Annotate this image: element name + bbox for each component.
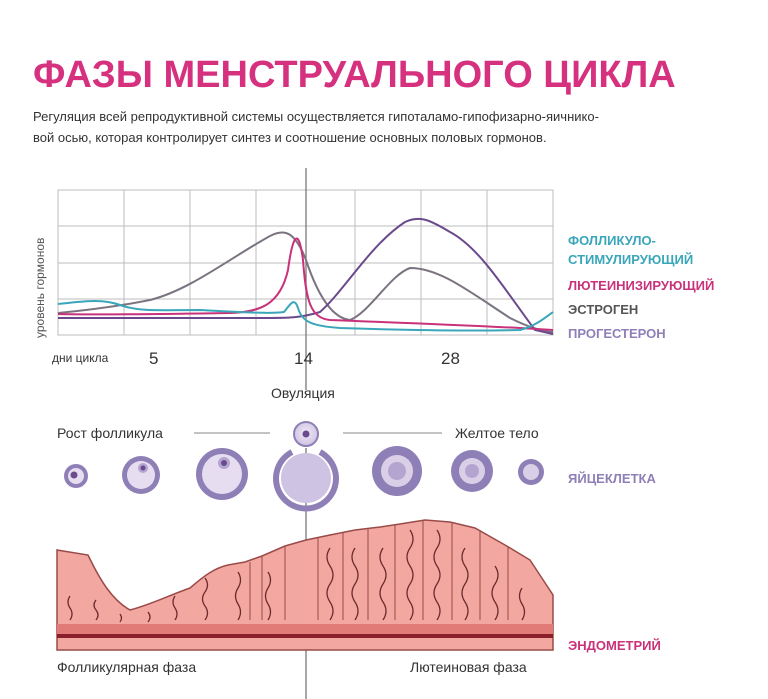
page-title: ФАЗЫ МЕНСТРУАЛЬНОГО ЦИКЛА — [33, 54, 676, 96]
legend-fsh-line1: ФОЛЛИКУЛО- — [568, 233, 656, 248]
egg-development-row — [64, 446, 544, 512]
legend-lh: ЛЮТЕИНИЗИРУЮЩИЙ — [568, 278, 714, 293]
x-axis-label: дни цикла — [52, 351, 109, 365]
uterine-glands — [67, 529, 526, 623]
follicle-stage-3 — [196, 448, 248, 500]
x-tick-label-28: 28 — [441, 349, 460, 368]
endometrium-tissue — [56, 519, 554, 651]
ovulation-label: Овуляция — [271, 385, 335, 401]
subtitle-line-1: Регуляция всей репродуктивной системы ос… — [33, 109, 599, 124]
endometrium-illustration — [56, 519, 554, 651]
luteal-phase-label: Лютеиновая фаза — [410, 659, 527, 675]
tissue-folds — [249, 520, 509, 620]
series-line-lh — [57, 237, 554, 331]
follicle-growth-label: Рост фолликула — [57, 425, 163, 441]
y-axis-label: уровень гормонов — [33, 238, 47, 338]
follicular-phase-label: Фолликулярная фаза — [57, 659, 196, 675]
series-line-estrogen — [57, 231, 554, 333]
x-tick-label-5: 5 — [149, 349, 158, 368]
series-line-progesterone — [58, 217, 554, 335]
follicle-stage-4-ruptured — [273, 449, 339, 512]
endometrium-label: ЭНДОМЕТРИЙ — [568, 638, 661, 653]
endometrium-basal-layer — [57, 624, 553, 634]
corpus-luteum-stage-3 — [518, 459, 544, 485]
legend-estrogen: ЭСТРОГЕН — [568, 302, 638, 317]
legend-fsh-line2: СТИМУЛИРУЮЩИЙ — [568, 252, 693, 267]
egg-label: ЯЙЦЕКЛЕТКА — [568, 471, 656, 486]
follicle-stage-2 — [122, 456, 160, 494]
corpus-luteum-stage-1 — [372, 446, 422, 496]
follicle-stage-1 — [64, 464, 88, 488]
endometrium-deep-layer — [57, 634, 553, 638]
x-tick-label-14: 14 — [294, 349, 313, 368]
subtitle-line-2: вой осью, которая контролирует синтез и … — [33, 130, 547, 145]
legend-progesterone: ПРОГЕСТЕРОН — [568, 326, 666, 341]
series-line-fsh — [57, 300, 554, 332]
corpus-luteum-label: Желтое тело — [455, 425, 539, 441]
released-egg — [293, 421, 319, 447]
corpus-luteum-stage-2 — [451, 450, 493, 492]
